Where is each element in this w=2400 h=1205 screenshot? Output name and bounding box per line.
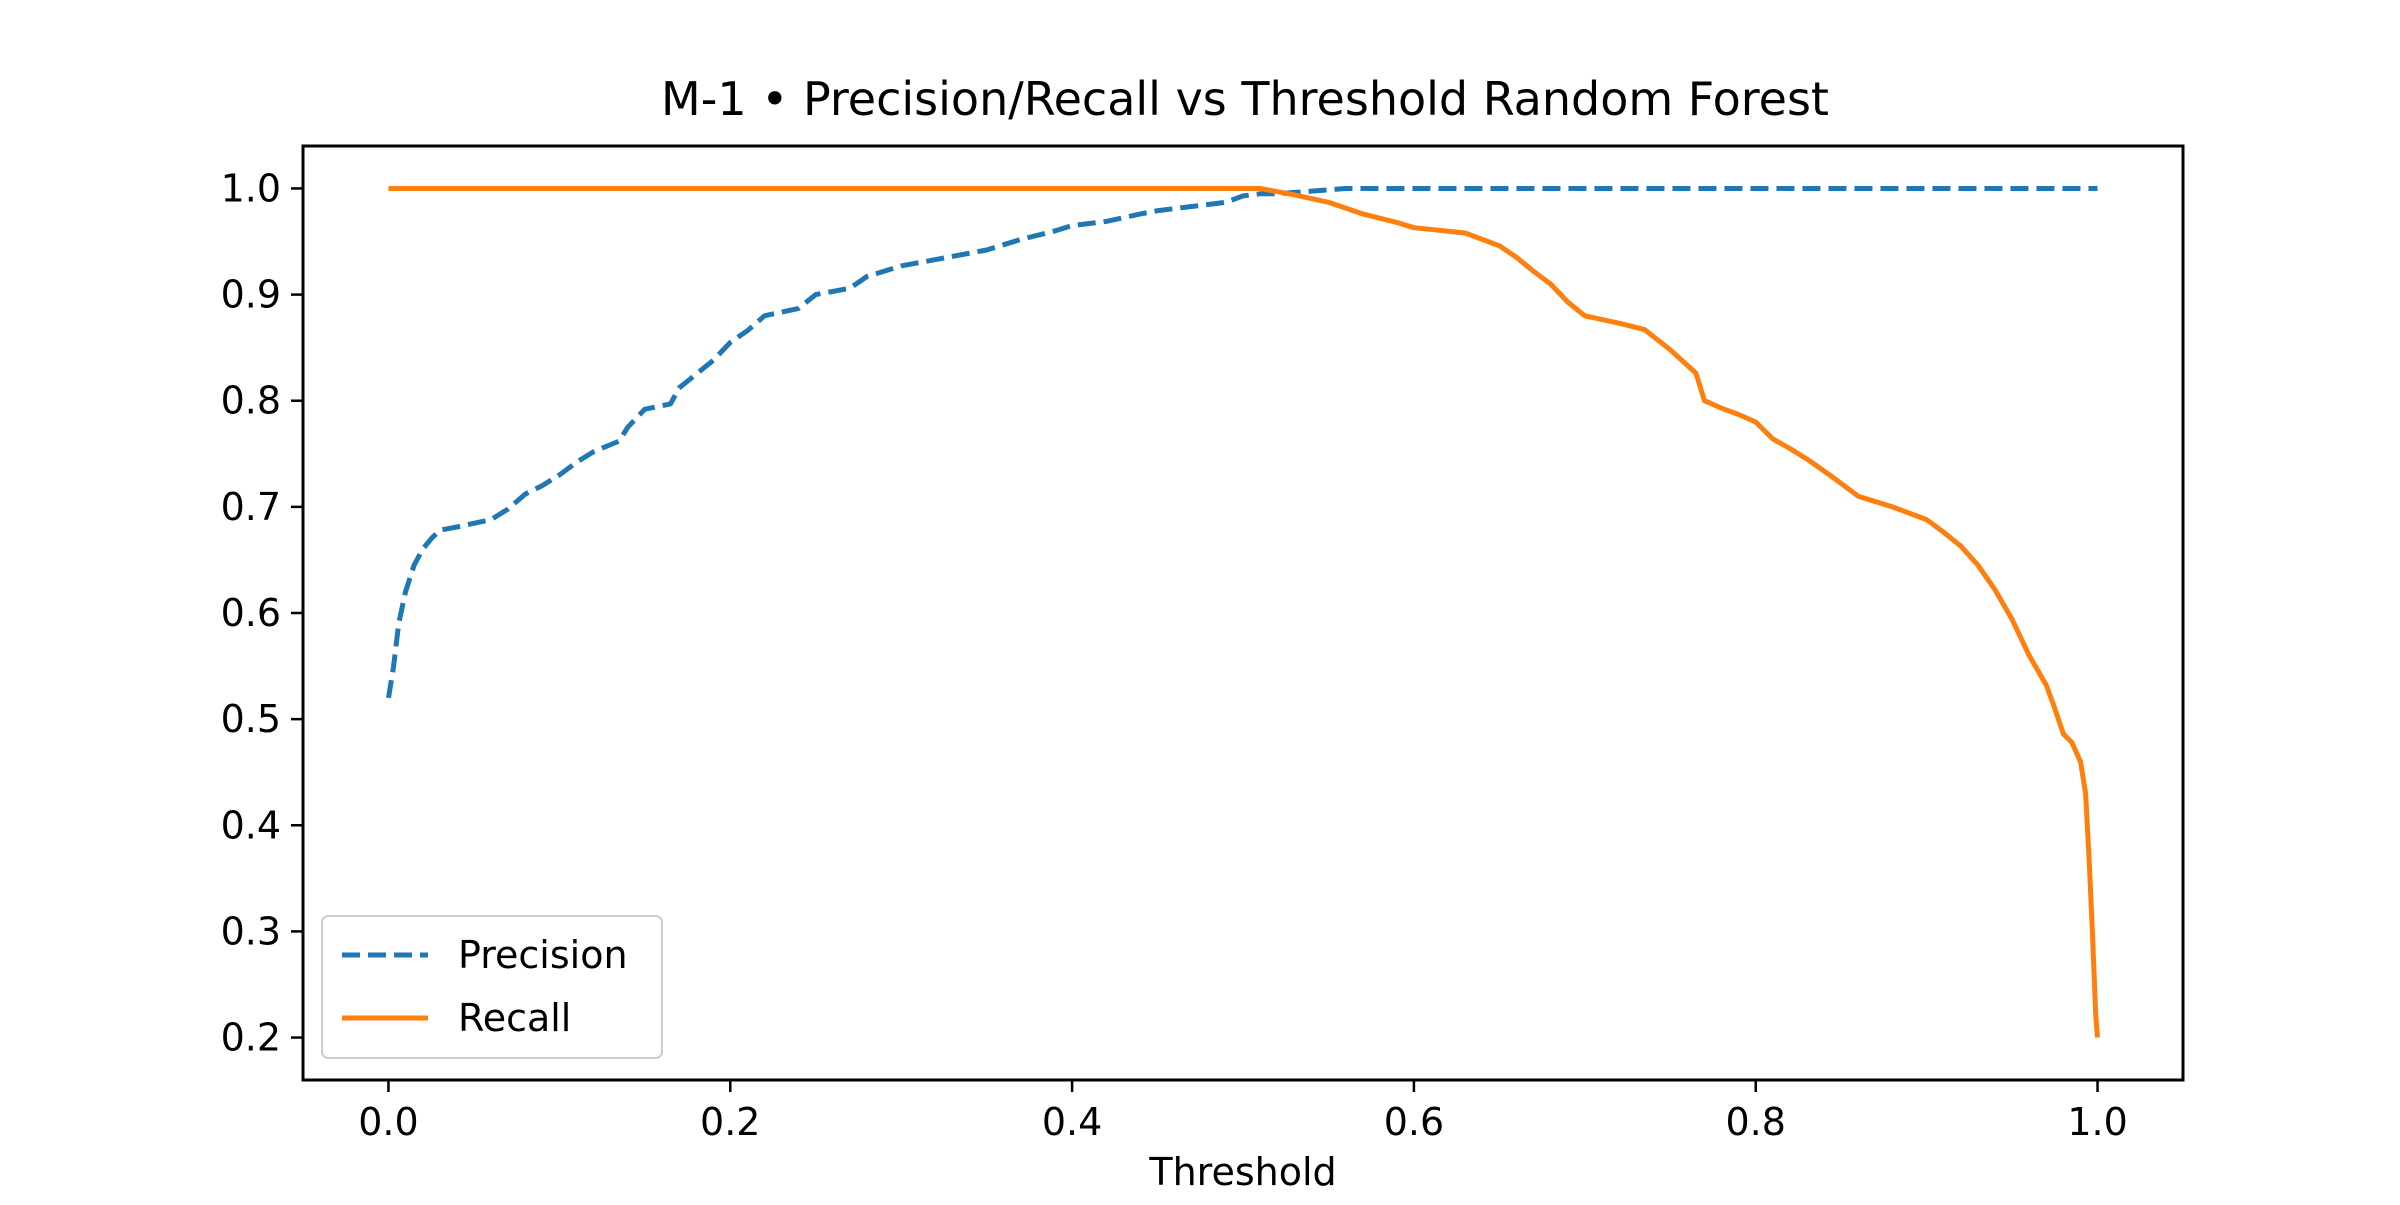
legend-precision-label: Precision [458,933,628,977]
y-axis: 0.2 0.3 0.4 0.5 0.6 0.7 0.8 0.9 1.0 [221,166,303,1060]
x-tick-label: 0.6 [1384,1100,1444,1144]
y-tick-label: 0.4 [221,803,281,847]
y-tick-label: 0.6 [221,591,281,635]
y-tick-label: 0.9 [221,273,281,317]
y-tick-label: 0.7 [221,485,281,529]
y-tick-label: 0.3 [221,909,281,953]
x-axis-label: Threshold [1148,1150,1336,1194]
series-line-recall [388,186,2100,1038]
chart-title: M-1 • Precision/Recall vs Threshold Rand… [661,72,1829,126]
series-layer [386,186,2100,1038]
legend: Precision Recall [321,915,663,1059]
y-tick-label: 0.2 [221,1016,281,1060]
legend-recall-label: Recall [458,996,571,1040]
x-tick-label: 0.4 [1042,1100,1102,1144]
x-axis: 0.0 0.2 0.4 0.6 0.8 1.0 [358,1080,2128,1144]
y-tick-label: 1.0 [221,166,281,210]
x-tick-label: 0.8 [1726,1100,1786,1144]
x-tick-label: 1.0 [2067,1100,2127,1144]
x-tick-label: 0.2 [700,1100,760,1144]
y-tick-label: 0.5 [221,697,281,741]
x-tick-label: 0.0 [358,1100,418,1144]
series-line-precision [386,186,2098,699]
y-tick-label: 0.8 [221,379,281,423]
legend-box [321,915,663,1059]
